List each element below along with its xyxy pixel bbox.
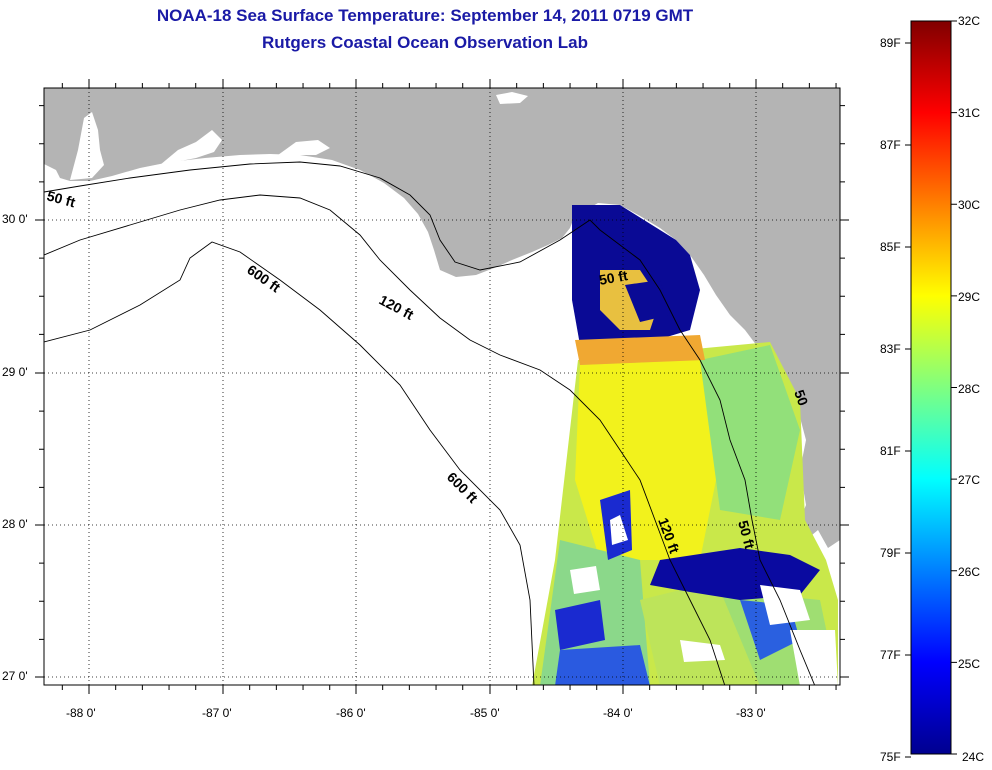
map-subtitle: Rutgers Coastal Ocean Observation Lab bbox=[262, 33, 588, 52]
colorbar-c-label: 32C bbox=[958, 14, 981, 28]
contour-50ft bbox=[44, 161, 816, 685]
colorbar-c-label: 27C bbox=[958, 473, 981, 487]
colorbar-c-label: 31C bbox=[958, 106, 981, 120]
map-frame bbox=[43, 87, 841, 686]
contour-label: 50 ft bbox=[735, 519, 758, 551]
y-tick-label: 27 0' bbox=[2, 669, 28, 683]
colorbar-f-label: 89F bbox=[880, 36, 901, 50]
x-tick-label: -85 0' bbox=[470, 706, 500, 720]
colorbar-f-label: 87F bbox=[880, 138, 901, 152]
contour-120ft bbox=[44, 194, 726, 685]
colorbar-f-label: 79F bbox=[880, 546, 901, 560]
x-tick-label: -84 0' bbox=[603, 706, 633, 720]
contour-label: 50 ft bbox=[598, 267, 629, 288]
colorbar-f-label: 77F bbox=[880, 648, 901, 662]
bay bbox=[70, 112, 104, 180]
x-tick-label: -86 0' bbox=[336, 706, 366, 720]
colorbar-gradient bbox=[910, 20, 952, 755]
colorbar-f-label: 85F bbox=[880, 240, 901, 254]
colorbar-ticks bbox=[905, 20, 957, 758]
colorbar-c-label: 29C bbox=[958, 290, 981, 304]
grid-lines bbox=[44, 88, 840, 685]
bay bbox=[160, 130, 222, 165]
colorbar-f-label: 75F bbox=[880, 750, 901, 764]
y-tick-label: 29 0' bbox=[2, 365, 28, 379]
bay bbox=[278, 140, 330, 155]
contour-label: 50 bbox=[791, 388, 811, 408]
contour-label: 50 ft bbox=[45, 187, 77, 210]
contour-600ft bbox=[44, 241, 535, 685]
axis-ticks bbox=[35, 79, 849, 694]
sst-swath bbox=[532, 205, 838, 685]
lake bbox=[496, 92, 528, 104]
colorbar-c-label: 28C bbox=[958, 382, 981, 396]
colorbar-c-label: 25C bbox=[958, 657, 981, 671]
colorbar-f-label: 81F bbox=[880, 444, 901, 458]
x-tick-label: -88 0' bbox=[66, 706, 96, 720]
x-tick-label: -83 0' bbox=[736, 706, 766, 720]
colorbar-c-label: 30C bbox=[958, 198, 981, 212]
colorbar-f-label: 83F bbox=[880, 342, 901, 356]
x-tick-label: -87 0' bbox=[202, 706, 232, 720]
land-mass bbox=[44, 88, 840, 548]
map-title: NOAA-18 Sea Surface Temperature: Septemb… bbox=[156, 6, 694, 25]
colorbar-c-label: 26C bbox=[958, 565, 981, 579]
y-tick-label: 28 0' bbox=[2, 517, 28, 531]
y-tick-label: 30 0' bbox=[2, 212, 28, 226]
colorbar-c-label: 24C bbox=[962, 750, 985, 764]
